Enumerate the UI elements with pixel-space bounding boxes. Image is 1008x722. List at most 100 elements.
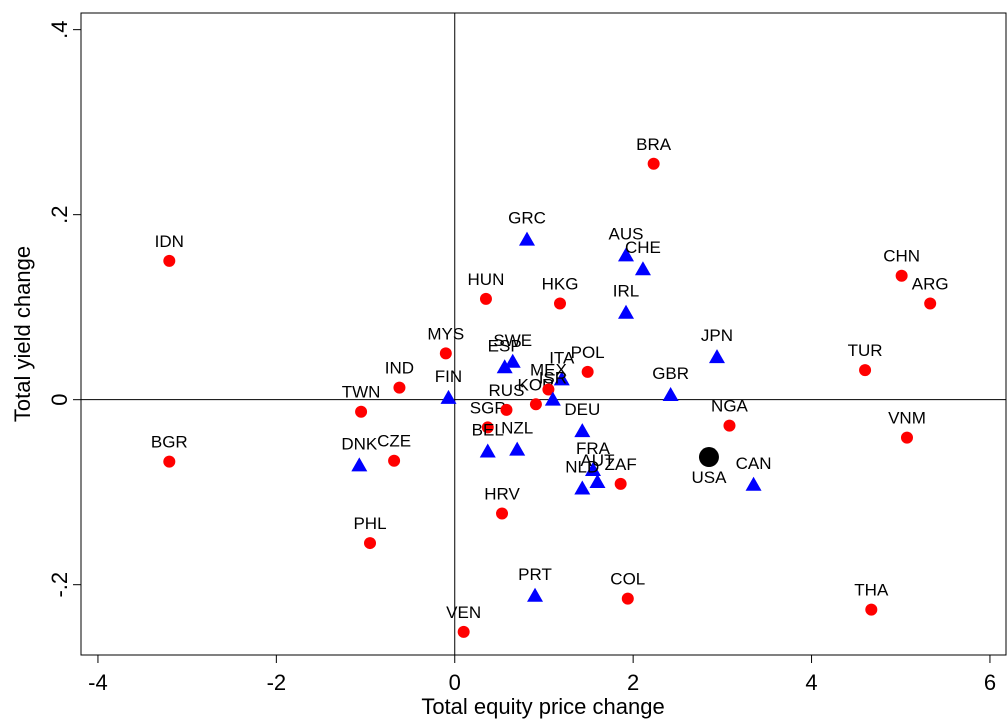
point — [518, 231, 535, 246]
point — [618, 247, 635, 262]
point — [163, 455, 176, 468]
x-axis-title: Total equity price change — [421, 694, 664, 719]
point — [544, 391, 561, 406]
point — [723, 419, 736, 432]
point — [865, 603, 878, 616]
point-label: RUS — [489, 381, 525, 400]
point-label: BRA — [636, 135, 672, 154]
point-label: DNK — [341, 434, 378, 453]
point — [504, 353, 521, 368]
x-tick-label: 6 — [984, 670, 996, 695]
point-label: ESP — [488, 336, 522, 355]
point-label: FIN — [435, 367, 462, 386]
point — [527, 587, 544, 602]
point-label: POL — [571, 343, 605, 362]
point-label: JPN — [701, 326, 733, 345]
point-label: GBR — [652, 364, 689, 383]
point-label: MYS — [427, 324, 464, 343]
point-label: COL — [610, 570, 645, 589]
point-label: HKG — [542, 274, 579, 293]
point-label: IRL — [613, 282, 639, 301]
point — [529, 398, 542, 411]
point — [393, 381, 406, 394]
point — [479, 443, 496, 458]
point — [163, 254, 176, 267]
point — [647, 157, 660, 170]
point — [364, 537, 377, 550]
point — [554, 297, 567, 310]
point-label: SGP — [470, 398, 506, 417]
point-label: BGR — [151, 433, 188, 452]
y-tick-label: 0 — [47, 394, 72, 406]
point — [351, 457, 368, 472]
x-tick-label: -2 — [267, 670, 287, 695]
point — [355, 405, 368, 418]
point-label: DEU — [564, 400, 600, 419]
point-label: IND — [385, 359, 414, 378]
point-label: AUT — [580, 451, 614, 470]
point — [479, 292, 492, 305]
point-label: CHE — [625, 238, 661, 257]
point-label: VNM — [888, 409, 926, 428]
point-label: MEX — [530, 361, 567, 380]
point-label: PRT — [518, 565, 552, 584]
x-tick-label: 0 — [449, 670, 461, 695]
point-label: CHN — [883, 247, 920, 266]
point — [388, 454, 401, 467]
point-label: HUN — [468, 270, 505, 289]
point — [574, 423, 591, 438]
point — [553, 371, 570, 386]
point — [634, 261, 651, 276]
point-label: CZE — [377, 432, 411, 451]
point-label: AUS — [609, 224, 644, 243]
point — [618, 304, 635, 319]
point-label: ARG — [912, 274, 949, 293]
point — [542, 383, 555, 396]
point-label: IDN — [155, 232, 184, 251]
point — [509, 441, 526, 456]
point-label: USA — [691, 468, 727, 487]
point-label: CAN — [736, 454, 772, 473]
point-label: BEL — [472, 420, 504, 439]
y-tick-label: -.2 — [47, 572, 72, 598]
point-label: NLD — [565, 457, 599, 476]
point — [614, 477, 627, 490]
x-tick-label: 4 — [805, 670, 817, 695]
y-tick-label: .2 — [47, 205, 72, 223]
point — [585, 461, 602, 476]
point — [621, 592, 634, 605]
point-label: GRC — [508, 209, 546, 228]
point — [708, 349, 725, 364]
point-label: PHL — [353, 514, 386, 533]
point — [500, 403, 513, 416]
y-axis-title: Total yield change — [10, 246, 35, 422]
point — [439, 347, 452, 360]
point-label: NZL — [501, 419, 533, 438]
point — [440, 389, 457, 404]
point — [496, 359, 513, 374]
point-label: TWN — [342, 383, 381, 402]
point-label: VEN — [446, 603, 481, 622]
point-label: THA — [854, 581, 889, 600]
point-label: FRA — [576, 439, 611, 458]
plot-frame — [80, 12, 1007, 656]
point-label: ISR — [539, 369, 567, 388]
point-label: SWE — [493, 331, 532, 350]
point — [859, 364, 872, 377]
point — [574, 480, 591, 495]
point — [698, 447, 719, 468]
x-tick-label: -4 — [88, 670, 108, 695]
point — [924, 297, 937, 310]
point — [745, 476, 762, 491]
point — [900, 431, 913, 444]
point — [662, 387, 679, 402]
point — [496, 507, 509, 520]
y-tick-label: .4 — [47, 20, 72, 38]
point — [895, 269, 908, 282]
point-label: ITA — [549, 348, 575, 367]
point — [589, 474, 606, 489]
point-label: HRV — [484, 484, 520, 503]
point-label: ZAF — [605, 455, 637, 474]
point-label: TUR — [848, 341, 883, 360]
